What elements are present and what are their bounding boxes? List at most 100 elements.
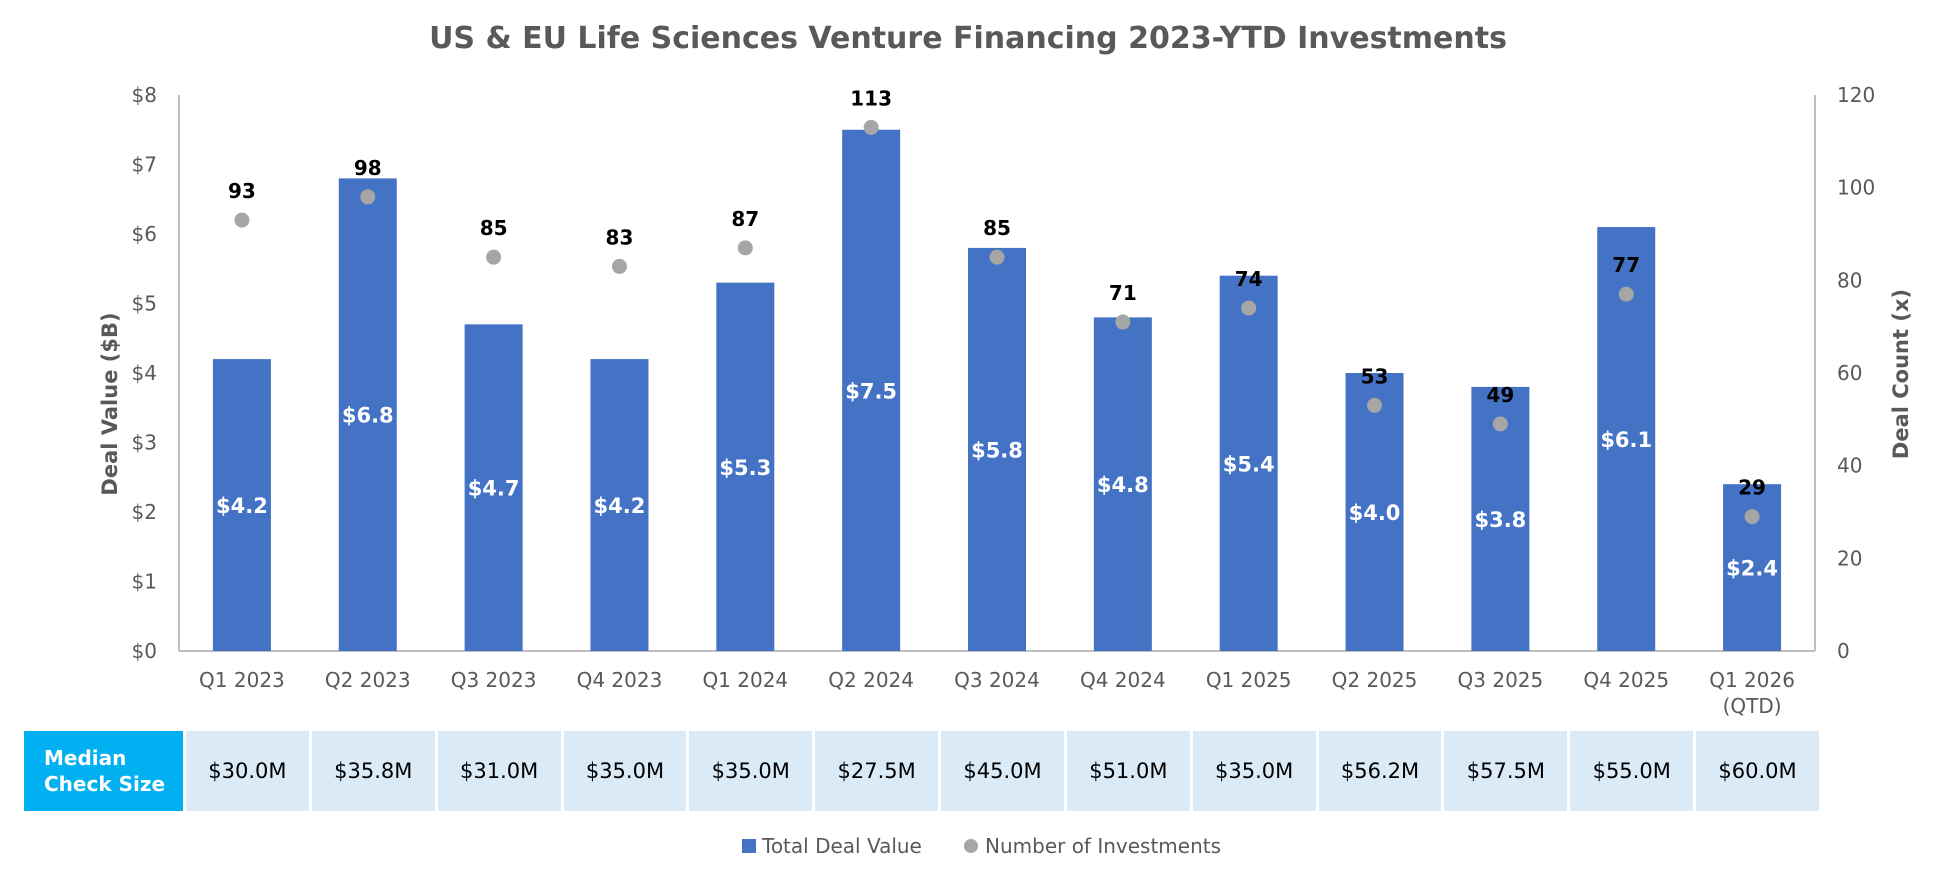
dot-number-of-investments <box>1241 300 1257 316</box>
x-tick-label: Q1 2024 <box>702 668 788 692</box>
median-check-size-cell: $35.8M <box>311 731 438 811</box>
median-check-size-row: Median Check Size $30.0M $35.8M $31.0M $35.… <box>24 731 1822 811</box>
bar-value-label: $3.8 <box>1474 508 1526 532</box>
y-axis-label: Deal Value ($B) <box>98 312 122 495</box>
bar-value-label: $2.4 <box>1726 557 1778 581</box>
median-check-size-header: Median Check Size <box>24 731 186 811</box>
dot-count-label: 87 <box>731 207 759 231</box>
median-check-size-cell: $57.5M <box>1444 731 1571 811</box>
x-tick-label: Q4 2023 <box>577 668 663 692</box>
bar-value-label: $6.8 <box>342 404 394 428</box>
median-check-size-cell: $45.0M <box>941 731 1067 811</box>
y2-axis-label: Deal Count (x) <box>1889 289 1913 459</box>
y2-tick-label: 120 <box>1837 83 1875 107</box>
dot-number-of-investments <box>863 119 879 135</box>
bar-total-deal-value <box>716 282 775 651</box>
median-check-size-cell: $35.0M <box>563 731 690 811</box>
dot-number-of-investments <box>1618 286 1634 302</box>
x-tick-label: Q4 2025 <box>1583 668 1669 692</box>
y-tick-label: $0 <box>132 639 157 663</box>
median-check-size-cell: $35.0M <box>689 731 816 811</box>
dot-count-label: 98 <box>354 156 382 180</box>
y2-tick-label: 100 <box>1837 176 1875 200</box>
dot-count-label: 93 <box>228 179 256 203</box>
median-check-size-header-text: Median Check Size <box>44 746 166 796</box>
bar-value-label: $4.7 <box>468 477 520 501</box>
y2-tick-label: 60 <box>1837 361 1862 385</box>
dot-number-of-investments <box>1367 397 1383 413</box>
bar-total-deal-value <box>968 247 1026 651</box>
bar-value-label: $5.4 <box>1223 452 1275 476</box>
dot-count-label: 83 <box>606 225 634 249</box>
legend-dot-swatch <box>964 839 978 853</box>
dot-count-label: 49 <box>1486 383 1514 407</box>
bar-value-label: $4.2 <box>594 494 646 518</box>
bar-value-label: $7.5 <box>845 379 897 403</box>
dot-count-label: 71 <box>1109 281 1137 305</box>
y-tick-label: $4 <box>132 361 157 385</box>
median-check-size-cell: $31.0M <box>437 731 564 811</box>
bar-value-label: $4.0 <box>1349 501 1401 525</box>
dot-count-label: 29 <box>1738 476 1766 500</box>
median-check-size-cell: $30.0M <box>186 731 312 811</box>
plot-area: $0 $1 $2 $3 $4 $5 $6 $7 $8 0 20 40 60 80 100 120 $4.2 93 Q… <box>132 83 1876 718</box>
dot-number-of-investments <box>1492 416 1508 432</box>
dot-number-of-investments <box>234 212 250 228</box>
bar-value-label: $4.2 <box>216 494 268 518</box>
bar-total-deal-value <box>464 324 523 651</box>
y-tick-label: $2 <box>132 500 157 524</box>
y-tick-label: $5 <box>132 292 157 316</box>
dot-number-of-investments <box>1744 509 1760 525</box>
y-tick-label: $6 <box>132 222 157 246</box>
bar-value-label: $5.8 <box>971 438 1023 462</box>
y-tick-label: $3 <box>132 431 157 455</box>
y2-tick-label: 80 <box>1837 268 1862 292</box>
dot-number-of-investments <box>1115 314 1131 330</box>
x-tick-label: Q3 2024 <box>954 668 1040 692</box>
median-check-size-cell: $35.0M <box>1192 731 1319 811</box>
legend-bar-swatch <box>742 839 756 853</box>
dot-number-of-investments <box>486 249 502 265</box>
bar-value-label: $6.1 <box>1600 428 1652 452</box>
x-tick-label: Q2 2023 <box>325 668 411 692</box>
dot-count-label: 85 <box>480 216 508 240</box>
x-tick-label: Q3 2023 <box>451 668 537 692</box>
bar-value-label: $5.3 <box>719 456 771 480</box>
median-check-size-cell: $51.0M <box>1066 731 1193 811</box>
dot-number-of-investments <box>989 249 1005 265</box>
dot-count-label: 74 <box>1235 267 1263 291</box>
dot-count-label: 77 <box>1612 253 1640 277</box>
x-tick-label: Q4 2024 <box>1080 668 1166 692</box>
x-tick-label: Q1 2023 <box>199 668 285 692</box>
median-check-size-cell: $56.2M <box>1318 731 1445 811</box>
dot-count-label: 113 <box>850 86 892 110</box>
bar-total-deal-value <box>1219 275 1278 651</box>
x-tick-label: Q2 2024 <box>828 668 914 692</box>
x-tick-label: Q1 2025 <box>1206 668 1292 692</box>
median-check-size-cell: $60.0M <box>1696 731 1822 811</box>
legend: Total Deal Value Number of Investments <box>742 834 1221 858</box>
y-tick-label: $1 <box>132 570 157 594</box>
x-tick-label: (QTD) <box>1723 694 1782 718</box>
y-tick-label: $8 <box>132 83 157 107</box>
chart-title: US & EU Life Sciences Venture Financing … <box>429 21 1507 56</box>
dot-count-label: 85 <box>983 216 1011 240</box>
bar-total-deal-value <box>212 359 271 651</box>
median-check-size-table: Median Check Size $30.0M $35.8M $31.0M $35.… <box>24 731 1822 811</box>
bar-total-deal-value <box>338 178 397 651</box>
dot-number-of-investments <box>737 240 753 256</box>
x-tick-label: Q2 2025 <box>1332 668 1418 692</box>
x-tick-label: Q1 2026 <box>1709 668 1795 692</box>
y2-tick-label: 20 <box>1837 546 1862 570</box>
bar-total-deal-value <box>590 359 649 651</box>
bar-value-label: $4.8 <box>1097 473 1149 497</box>
legend-dot-label: Number of Investments <box>985 834 1221 858</box>
bar-total-deal-value <box>1345 373 1404 651</box>
y-tick-label: $7 <box>132 153 157 177</box>
x-tick-label: Q3 2025 <box>1458 668 1544 692</box>
legend-bar-label: Total Deal Value <box>761 834 922 858</box>
median-check-size-cell: $55.0M <box>1570 731 1697 811</box>
y2-tick-label: 40 <box>1837 454 1862 478</box>
dot-number-of-investments <box>611 258 627 274</box>
